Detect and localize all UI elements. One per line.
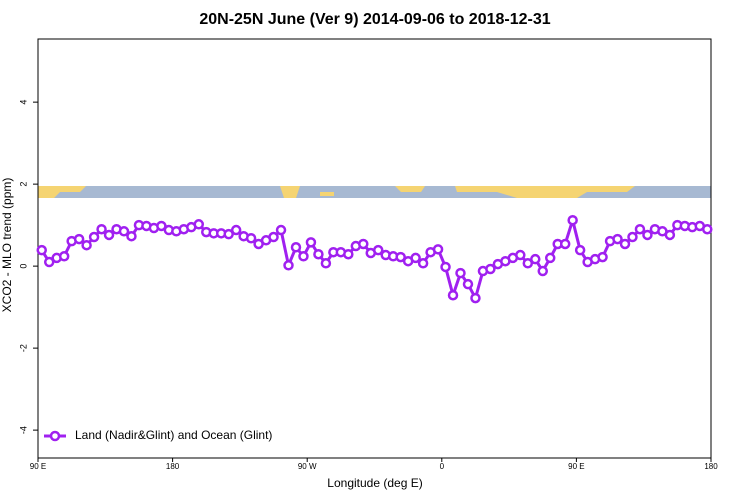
data-point: [627, 231, 638, 243]
data-point: [305, 237, 317, 248]
data-point: [290, 242, 302, 253]
data-point: [432, 244, 444, 255]
y-tick-label: -4: [18, 426, 28, 434]
data-point: [343, 248, 354, 260]
data-point: [455, 267, 466, 279]
data-point: [230, 224, 242, 236]
data-point: [43, 256, 55, 268]
x-axis-label: Longitude (deg E): [327, 476, 422, 490]
data-point: [619, 238, 631, 250]
data-point: [275, 224, 287, 236]
y-tick-label: 0: [18, 264, 28, 269]
legend-marker: [49, 430, 61, 442]
data-point: [440, 261, 451, 273]
data-point: [530, 253, 541, 265]
data-point: [537, 265, 548, 277]
data-point: [320, 258, 332, 269]
data-point: [126, 230, 137, 242]
x-tick-label: 90 E: [30, 462, 46, 471]
data-point: [298, 251, 309, 262]
series-line: [40, 214, 708, 303]
data-point: [36, 244, 47, 256]
x-tick-label: 0: [440, 462, 445, 471]
y-tick-label: -2: [18, 344, 28, 352]
x-tick-label: 90 W: [298, 462, 317, 471]
data-point: [223, 228, 234, 240]
data-point: [462, 278, 474, 290]
data-point: [58, 251, 70, 262]
map-strip: [38, 186, 711, 198]
x-tick-label: 180: [166, 462, 180, 471]
data-point: [612, 233, 623, 245]
data-point: [567, 214, 578, 226]
data-point: [118, 226, 130, 237]
x-tick-label: 180: [704, 462, 718, 471]
data-point: [447, 289, 459, 301]
data-point: [702, 223, 713, 235]
data-point: [156, 220, 167, 232]
data-point: [664, 229, 676, 241]
data-point: [574, 244, 586, 256]
y-axis-label: XCO2 - MLO trend (ppm): [0, 178, 14, 313]
data-point: [268, 231, 279, 243]
chart-title: 20N-25N June (Ver 9) 2014-09-06 to 2018-…: [199, 11, 550, 28]
data-point: [395, 251, 406, 263]
data-point: [372, 244, 384, 256]
y-tick-label: 4: [18, 100, 28, 105]
data-point: [642, 229, 653, 241]
data-point: [634, 223, 646, 235]
data-point: [544, 252, 556, 264]
data-point: [470, 292, 481, 304]
x-tick-label: 90 E: [568, 462, 584, 471]
data-point: [485, 263, 496, 275]
data-point: [522, 258, 534, 269]
data-point: [73, 233, 85, 245]
data-point: [103, 229, 115, 241]
data-point: [193, 219, 205, 230]
data-point: [515, 249, 526, 261]
data-point: [410, 252, 421, 264]
y-tick-label: 2: [18, 182, 28, 187]
data-point: [245, 233, 257, 244]
data-point: [417, 258, 429, 269]
legend-label: Land (Nadir&Glint) and Ocean (Glint): [75, 428, 272, 442]
data-point: [88, 231, 100, 243]
data-point: [559, 238, 571, 250]
data-point: [358, 238, 369, 250]
data-point: [283, 260, 294, 271]
data-point: [96, 223, 107, 235]
data-point: [597, 251, 608, 263]
data-point: [81, 239, 92, 251]
data-point: [313, 248, 324, 260]
